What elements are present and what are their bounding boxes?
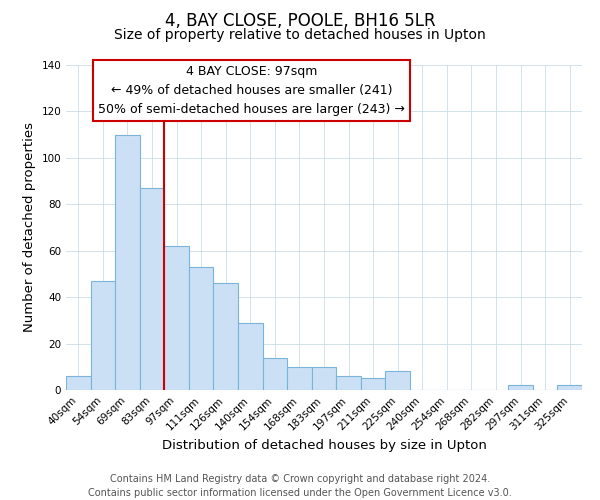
Text: Size of property relative to detached houses in Upton: Size of property relative to detached ho… [114, 28, 486, 42]
Bar [164, 246, 189, 390]
Bar [214, 283, 238, 390]
Bar [238, 322, 263, 390]
Y-axis label: Number of detached properties: Number of detached properties [23, 122, 36, 332]
Text: 4, BAY CLOSE, POOLE, BH16 5LR: 4, BAY CLOSE, POOLE, BH16 5LR [164, 12, 436, 30]
Bar [557, 386, 582, 390]
Bar [312, 367, 336, 390]
Text: Contains HM Land Registry data © Crown copyright and database right 2024.
Contai: Contains HM Land Registry data © Crown c… [88, 474, 512, 498]
Text: 4 BAY CLOSE: 97sqm
← 49% of detached houses are smaller (241)
50% of semi-detach: 4 BAY CLOSE: 97sqm ← 49% of detached hou… [98, 65, 405, 116]
Bar [508, 386, 533, 390]
Bar [385, 372, 410, 390]
Bar [287, 367, 312, 390]
X-axis label: Distribution of detached houses by size in Upton: Distribution of detached houses by size … [161, 438, 487, 452]
Bar [336, 376, 361, 390]
Bar [189, 267, 214, 390]
Bar [140, 188, 164, 390]
Bar [66, 376, 91, 390]
Bar [361, 378, 385, 390]
Bar [115, 134, 140, 390]
Bar [263, 358, 287, 390]
Bar [91, 281, 115, 390]
